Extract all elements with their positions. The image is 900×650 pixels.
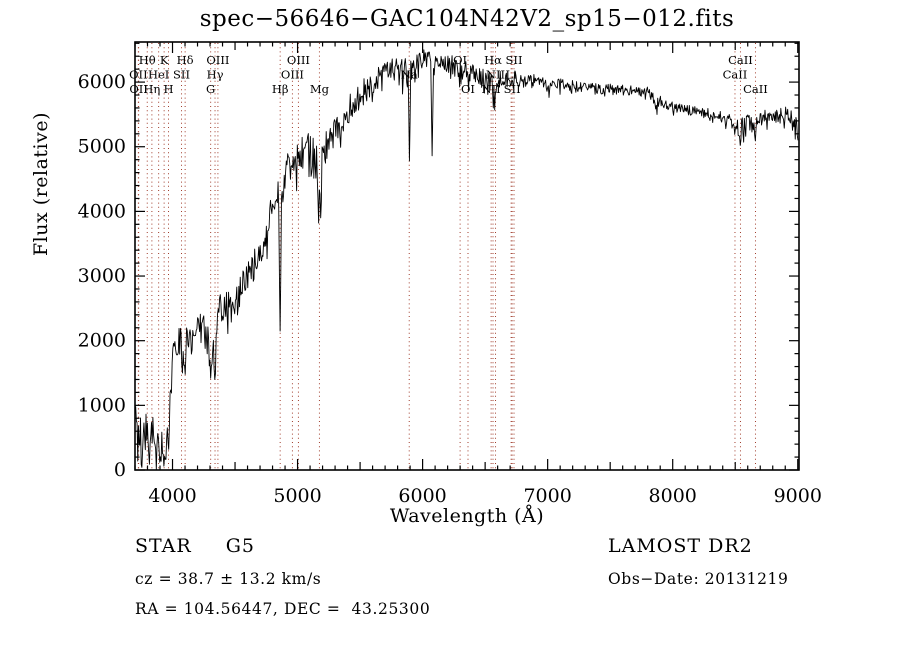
spectral-line-label: OII — [129, 68, 148, 82]
spectral-line-label: OIII — [281, 68, 304, 82]
spectral-line-label: CaII — [743, 82, 768, 96]
spectral-line-label: Hθ — [139, 53, 156, 67]
spectral-line-label: Hα — [484, 53, 502, 67]
ra-dec-coordinates: RA = 104.56447, DEC = 43.25300 — [135, 600, 431, 618]
spectral-line-label: SII — [173, 68, 190, 82]
spectral-line-label: Hδ — [177, 53, 194, 67]
plot-frame — [134, 41, 800, 471]
spectral-line-label: NII — [486, 68, 505, 82]
spectral-line-label: Mg — [310, 82, 330, 96]
radial-velocity: cz = 38.7 ± 13.2 km/s — [135, 570, 322, 588]
spectral-line-label: Na — [401, 68, 418, 82]
x-tick-label: 5000 — [273, 485, 321, 507]
spectral-line-label: HeI — [148, 68, 169, 82]
spectral-line-label: OII — [129, 82, 148, 96]
y-tick-label: 0 — [114, 459, 126, 481]
spectral-line-label: OI — [453, 53, 467, 67]
spectral-line-label: SII — [504, 82, 521, 96]
spectral-line-label: G — [206, 82, 215, 96]
x-tick-label: 9000 — [774, 485, 822, 507]
spectral-line-label: CaII — [723, 68, 748, 82]
x-tick-label: 8000 — [649, 485, 697, 507]
spectral-line-label: Hβ — [272, 82, 289, 96]
observation-date: Obs−Date: 20131219 — [608, 570, 789, 588]
spectral-line-label: Hγ — [207, 68, 224, 82]
survey-name: LAMOST DR2 — [608, 535, 753, 557]
spectral-line-label: K — [160, 53, 169, 67]
y-tick-label: 2000 — [78, 330, 126, 352]
spectral-line-label: CaII — [728, 53, 753, 67]
spectral-line-label: H — [163, 82, 173, 96]
spectral-line-label: OI — [461, 82, 475, 96]
x-tick-label: 7000 — [523, 485, 571, 507]
object-class: STAR — [135, 535, 192, 557]
x-tick-label: 4000 — [148, 485, 196, 507]
y-tick-label: 1000 — [78, 394, 126, 416]
object-subclass: G5 — [225, 535, 255, 557]
spectral-line-label: NII — [482, 82, 501, 96]
classification-line: STAR G5 — [135, 535, 255, 557]
page-title: spec−56646−GAC104N42V2_sp15−012.fits — [199, 6, 735, 32]
spectral-line-label: SII — [506, 53, 523, 67]
spectral-line-label: Hη — [143, 82, 160, 96]
spectral-line-label: Li — [505, 68, 517, 82]
spectrum-trace — [134, 49, 799, 471]
x-tick-label: 6000 — [398, 485, 446, 507]
spectral-line-label: OIII — [287, 53, 310, 67]
y-tick-label: 5000 — [78, 136, 126, 158]
y-tick-label: 6000 — [78, 71, 126, 93]
x-axis-label: Wavelength (Å) — [389, 505, 545, 527]
y-tick-label: 3000 — [78, 265, 126, 287]
y-tick-label: 4000 — [78, 200, 126, 222]
spectral-line-label: OIII — [206, 53, 229, 67]
